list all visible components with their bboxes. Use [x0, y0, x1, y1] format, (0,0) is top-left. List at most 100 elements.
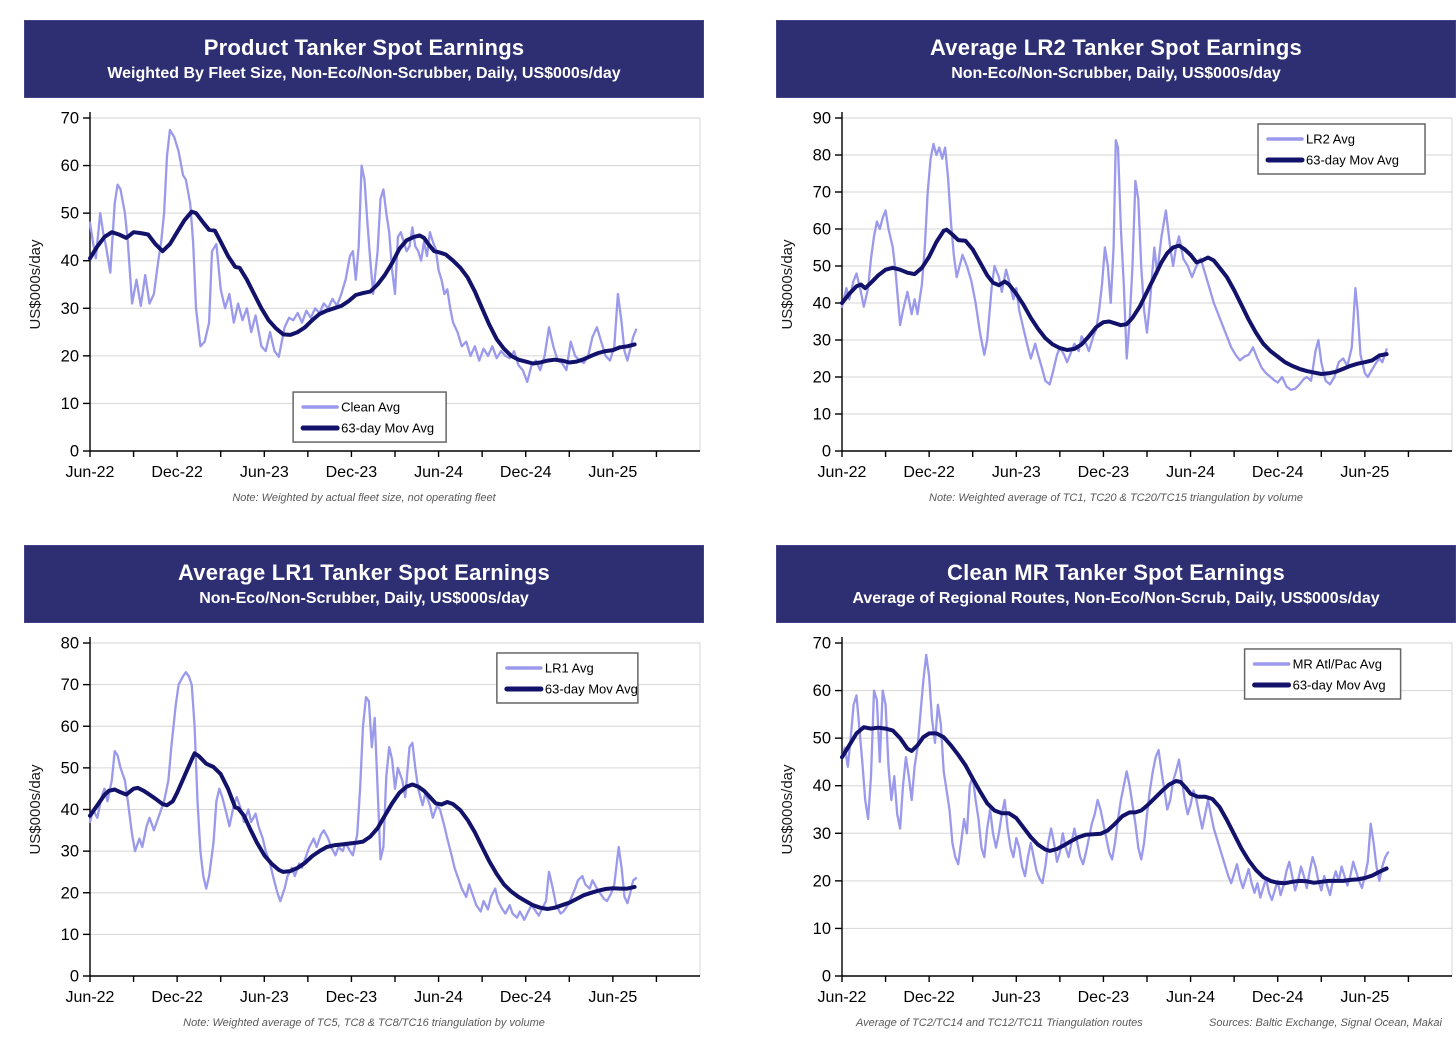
y-tick-labels: 0 10 20 30 40 50 60 70: [813, 635, 831, 986]
svg-text:40: 40: [813, 295, 831, 313]
svg-text:60: 60: [813, 682, 831, 700]
svg-text:20: 20: [61, 347, 79, 365]
x-tick-labels: Jun-22 Dec-22 Jun-23 Dec-23 Jun-24 Dec-24 Jun-…: [66, 989, 638, 1006]
y-tick-labels: 0 10 20 30 40 50 60 70 80 90: [813, 110, 831, 461]
svg-text:90: 90: [813, 110, 831, 128]
svg-text:Jun-24: Jun-24: [1166, 464, 1215, 481]
svg-text:70: 70: [61, 676, 79, 694]
svg-text:Dec-24: Dec-24: [1252, 464, 1304, 481]
chart-title-banner: Clean MR Tanker Spot Earnings Average of…: [776, 545, 1456, 623]
svg-text:Jun-24: Jun-24: [1166, 989, 1215, 1006]
chart-footnote: Note: Weighted average of TC5, TC8 & TC8…: [183, 1017, 545, 1029]
axes: [83, 112, 700, 457]
chart-panel-lr1: Average LR1 Tanker Spot Earnings Non-Eco…: [24, 545, 704, 1035]
chart-title-banner: Product Tanker Spot Earnings Weighted By…: [24, 20, 704, 98]
svg-text:10: 10: [61, 926, 79, 944]
y-axis-title: US$000s/day: [27, 239, 44, 330]
chart-footnote: Note: Weighted by actual fleet size, not…: [232, 492, 496, 504]
chart-title-banner: Average LR2 Tanker Spot Earnings Non-Eco…: [776, 20, 1456, 98]
chart-subtitle: Weighted By Fleet Size, Non-Eco/Non-Scru…: [107, 65, 621, 82]
legend-box: LR1 Avg 63-day Mov Avg: [496, 652, 639, 704]
svg-text:50: 50: [61, 205, 79, 223]
chart-subtitle: Average of Regional Routes, Non-Eco/Non-…: [852, 590, 1380, 607]
chart-footnote-text: Average of TC2/TC14 and TC12/TC11 Triang…: [856, 1017, 1143, 1029]
svg-text:40: 40: [61, 801, 79, 819]
svg-text:Dec-22: Dec-22: [151, 464, 203, 481]
svg-text:0: 0: [70, 443, 79, 461]
moving-average-line: [840, 725, 1389, 886]
moving-average-line: [88, 209, 637, 366]
chart-footnote: Note: Weighted average of TC1, TC20 & TC…: [929, 492, 1303, 504]
svg-text:60: 60: [61, 157, 79, 175]
svg-text:70: 70: [813, 184, 831, 202]
legend-label: 63-day Mov Avg: [1306, 152, 1399, 167]
svg-text:30: 30: [61, 843, 79, 861]
x-tick-labels: Jun-22 Dec-22 Jun-23 Dec-23 Jun-24 Dec-24 Jun-…: [66, 464, 638, 481]
chart-panel-clean-mr: Clean MR Tanker Spot Earnings Average of…: [776, 545, 1456, 1035]
svg-text:Jun-25: Jun-25: [588, 989, 637, 1006]
svg-text:Dec-23: Dec-23: [1078, 989, 1130, 1006]
svg-text:Jun-25: Jun-25: [588, 464, 637, 481]
svg-text:Jun-23: Jun-23: [240, 989, 289, 1006]
y-tick-labels: 0 10 20 30 40 50 60 70 80: [61, 635, 79, 986]
svg-text:Dec-24: Dec-24: [500, 464, 552, 481]
svg-text:50: 50: [813, 730, 831, 748]
svg-text:80: 80: [61, 635, 79, 653]
legend-label: Clean Avg: [341, 400, 400, 415]
svg-text:Jun-24: Jun-24: [414, 989, 463, 1006]
chart-subtitle: Non-Eco/Non-Scrubber, Daily, US$000s/day: [951, 65, 1281, 82]
x-tick-labels: Jun-22 Dec-22 Jun-23 Dec-23 Jun-24 Dec-24 Jun-…: [818, 464, 1390, 481]
svg-text:60: 60: [61, 718, 79, 736]
chart-title: Product Tanker Spot Earnings: [203, 35, 525, 60]
svg-text:Jun-24: Jun-24: [414, 464, 463, 481]
axes: [835, 637, 1452, 982]
svg-text:0: 0: [822, 968, 831, 986]
chart-title-banner: Average LR1 Tanker Spot Earnings Non-Eco…: [24, 545, 704, 623]
svg-text:Dec-24: Dec-24: [1252, 989, 1304, 1006]
y-axis-title: US$000s/day: [27, 764, 44, 855]
legend-label: LR1 Avg: [545, 660, 594, 675]
svg-text:0: 0: [822, 443, 831, 461]
svg-text:10: 10: [61, 395, 79, 413]
chart-title: Clean MR Tanker Spot Earnings: [947, 560, 1285, 585]
svg-text:0: 0: [70, 968, 79, 986]
legend-label: 63-day Mov Avg: [341, 421, 434, 436]
svg-text:40: 40: [61, 252, 79, 270]
legend-box: LR2 Avg 63-day Mov Avg: [1257, 123, 1426, 175]
chart-footnote: Average of TC2/TC14 and TC12/TC11 Triang…: [776, 1015, 1456, 1035]
svg-text:Jun-22: Jun-22: [818, 464, 867, 481]
svg-text:70: 70: [61, 110, 79, 128]
y-tick-labels: 0 10 20 30 40 50 60 70: [61, 110, 79, 461]
legend-label: MR Atl/Pac Avg: [1293, 656, 1382, 671]
legend-label: LR2 Avg: [1306, 131, 1355, 146]
chart-panel-product-tanker: Product Tanker Spot Earnings Weighted By…: [24, 20, 704, 510]
daily-series-line: [88, 670, 638, 921]
svg-text:40: 40: [813, 777, 831, 795]
svg-text:Dec-22: Dec-22: [903, 464, 955, 481]
axes: [835, 112, 1452, 457]
svg-text:20: 20: [61, 884, 79, 902]
svg-text:Jun-22: Jun-22: [66, 464, 115, 481]
chart-panel-lr2: Average LR2 Tanker Spot Earnings Non-Eco…: [776, 20, 1456, 510]
svg-text:30: 30: [813, 825, 831, 843]
y-axis-title: US$000s/day: [779, 764, 796, 855]
legend-label: 63-day Mov Avg: [1293, 677, 1386, 692]
svg-text:Dec-22: Dec-22: [903, 989, 955, 1006]
chart-plot-lr2: 0 10 20 30 40 50 60 70 80 90 Jun-22 Dec-22 Jun-23 Dec…: [779, 110, 1453, 481]
svg-text:Jun-22: Jun-22: [818, 989, 867, 1006]
svg-text:Jun-23: Jun-23: [992, 989, 1041, 1006]
svg-text:80: 80: [813, 147, 831, 165]
svg-text:10: 10: [813, 920, 831, 938]
svg-text:30: 30: [813, 332, 831, 350]
svg-text:Dec-23: Dec-23: [1078, 464, 1130, 481]
daily-series-line: [840, 653, 1390, 902]
svg-text:20: 20: [813, 369, 831, 387]
svg-text:20: 20: [813, 872, 831, 890]
svg-text:50: 50: [61, 759, 79, 777]
svg-text:Jun-22: Jun-22: [66, 989, 115, 1006]
chart-plot-lr1: 0 10 20 30 40 50 60 70 80 Jun-22 Dec-22 Jun-23 Dec-2…: [27, 635, 701, 1006]
chart-title: Average LR2 Tanker Spot Earnings: [930, 35, 1302, 60]
svg-text:60: 60: [813, 221, 831, 239]
